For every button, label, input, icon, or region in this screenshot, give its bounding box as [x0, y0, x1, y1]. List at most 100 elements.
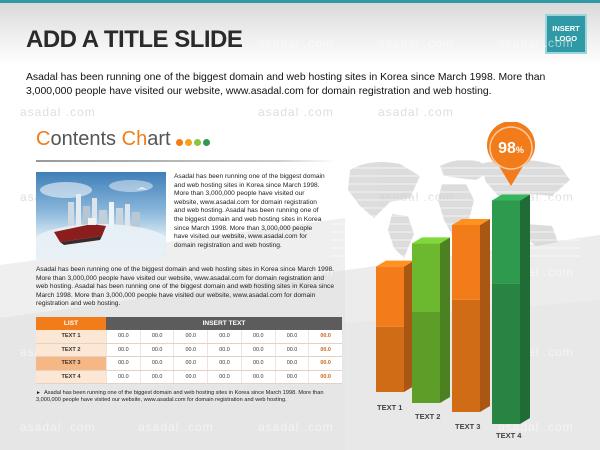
dot-3: [194, 139, 201, 146]
callout-value: 98%: [485, 140, 537, 158]
table-cell: 00.0: [139, 370, 174, 383]
bullet-icon: ►: [36, 390, 41, 396]
row-label: TEXT 3: [36, 357, 106, 370]
watermark: asadal .com: [20, 420, 96, 434]
top-accent-bar: [0, 0, 600, 3]
row-label: TEXT 1: [36, 330, 106, 343]
table-cell: 00.0: [308, 343, 343, 356]
table-cell: 00.0: [173, 357, 208, 370]
logo-placeholder: INSERT LOGO: [545, 14, 587, 54]
heading-underline: [36, 160, 336, 162]
bar-label-3: TEXT 3: [455, 422, 481, 431]
table-cell: 00.0: [240, 357, 275, 370]
table-cell: 00.0: [106, 357, 140, 370]
table-cell: 00.0: [274, 343, 309, 356]
title-band: [0, 3, 600, 65]
bar-label-4: TEXT 4: [496, 431, 522, 440]
bar-1-lower: [376, 326, 404, 392]
city-ship-photo: [36, 172, 166, 260]
table-cell: 00.0: [106, 370, 140, 383]
table-cell: 00.0: [139, 343, 174, 356]
table-row: TEXT 4 00.0 00.0 00.0 00.0 00.0 00.0 00.…: [36, 370, 343, 384]
bar-2-upper: [412, 243, 440, 313]
row-label: TEXT 4: [36, 370, 106, 383]
logo-line-1: INSERT: [552, 24, 580, 33]
bar-4-top: [492, 194, 530, 201]
callout-unit: %: [515, 145, 524, 155]
bar-2-top: [412, 237, 450, 244]
logo-line-2: LOGO: [554, 34, 578, 43]
table-cell: 00.0: [240, 330, 275, 343]
table-row: TEXT 3 00.0 00.0 00.0 00.0 00.0 00.0 00.…: [36, 357, 343, 371]
table-cell: 00.0: [139, 357, 174, 370]
bar-3-side: [480, 219, 490, 412]
table-cell: 00.0: [240, 370, 275, 383]
bar-3-top: [452, 219, 490, 226]
table-cell: 00.0: [207, 357, 241, 370]
city-ship-illustration: [36, 180, 166, 260]
watermark: asadal .com: [258, 36, 334, 50]
watermark: asadal .com: [20, 105, 96, 119]
table-cell: 00.0: [274, 370, 309, 383]
watermark: asadal .com: [138, 420, 214, 434]
table-header: LIST INSERT TEXT: [36, 317, 342, 330]
table-cell: 00.0: [139, 330, 174, 343]
data-table: LIST INSERT TEXT TEXT 1 00.0 00.0 00.0 0…: [36, 317, 343, 384]
bar-2-side: [440, 237, 450, 403]
bar-3-lower: [452, 299, 480, 412]
bar-2-lower: [412, 312, 440, 403]
table-cell: 00.0: [207, 370, 241, 383]
column-header-list: LIST: [36, 317, 106, 330]
intro-paragraph: Asadal has been running one of the bigge…: [26, 72, 546, 97]
table-cell: 00.0: [274, 357, 309, 370]
bar-4-lower: [492, 283, 520, 424]
watermark: asadal .com: [258, 265, 334, 279]
watermark: asadal .com: [258, 105, 334, 119]
side-description: Asadal has been running one of the bigge…: [174, 173, 325, 249]
table-row: TEXT 1 00.0 00.0 00.0 00.0 00.0 00.0 00.…: [36, 330, 343, 344]
table-cell: 00.0: [274, 330, 309, 343]
bar-4-side: [520, 194, 530, 424]
section-title: Contents Chart: [36, 128, 171, 151]
section-title-part-1: ontents: [50, 128, 122, 150]
watermark: asadal .com: [378, 105, 454, 119]
bar-1-upper: [376, 266, 404, 327]
footnote-text: Asadal has been running one of the bigge…: [36, 390, 324, 404]
dot-4: [203, 139, 210, 146]
watermark: asadal .com: [258, 420, 334, 434]
bar-label-2: TEXT 2: [415, 412, 441, 421]
table-cell: 00.0: [207, 330, 241, 343]
footnote: ► Asadal has been running one of the bigg…: [36, 390, 342, 405]
section-title-accent-1: C: [36, 128, 51, 150]
slide-title: ADD A TITLE SLIDE: [26, 26, 243, 53]
body-paragraph: Asadal has been running one of the bigge…: [36, 266, 335, 308]
bar-3-upper: [452, 225, 480, 300]
table-cell: 00.0: [308, 370, 343, 383]
table-cell: 00.0: [308, 357, 343, 370]
decorative-dots: [176, 139, 210, 146]
watermark: asadal .com: [498, 36, 574, 50]
table-row: TEXT 2 00.0 00.0 00.0 00.0 00.0 00.0 00.…: [36, 343, 343, 357]
dot-2: [185, 139, 192, 146]
table-cell: 00.0: [240, 343, 275, 356]
table-cell: 00.0: [207, 343, 241, 356]
bar-1-side: [404, 260, 414, 392]
callout-number: 98: [498, 140, 516, 157]
bar-label-1: TEXT 1: [377, 403, 403, 412]
table-cell: 00.0: [106, 343, 140, 356]
callout-pin: [487, 122, 535, 186]
row-label: TEXT 2: [36, 343, 106, 356]
section-title-part-2: art: [147, 128, 171, 150]
table-cell: 00.0: [173, 330, 208, 343]
dot-1: [176, 139, 183, 146]
section-title-accent-2: Ch: [121, 128, 148, 150]
table-cell: 00.0: [173, 343, 208, 356]
watermark: asadal .com: [378, 36, 454, 50]
table-cell: 00.0: [106, 330, 140, 343]
table-cell: 00.0: [308, 330, 343, 343]
bar-4-upper: [492, 200, 520, 284]
column-header-insert: INSERT TEXT: [106, 317, 342, 330]
table-cell: 00.0: [173, 370, 208, 383]
bar-1-top: [376, 260, 414, 267]
